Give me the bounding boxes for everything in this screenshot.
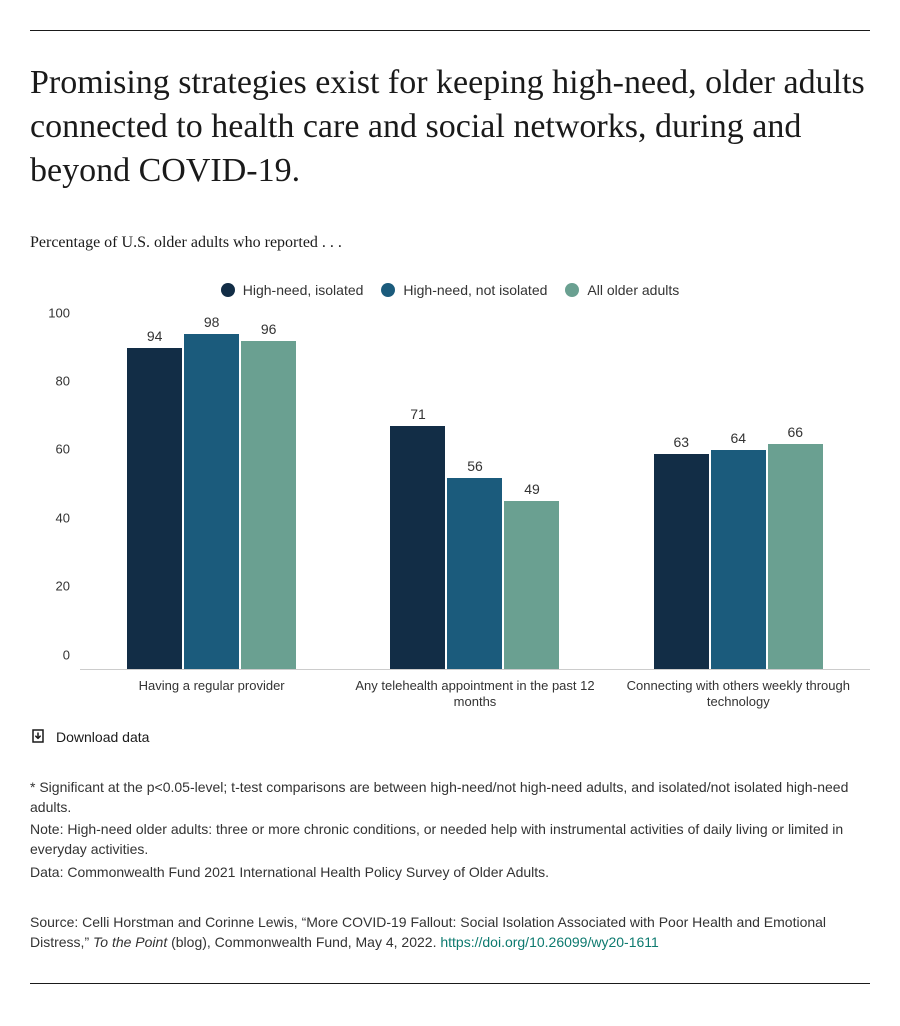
legend: High-need, isolated High-need, not isolat… [30, 282, 870, 298]
bar-group: 636466 [607, 328, 870, 669]
bar: 96 [241, 328, 296, 669]
bar-value-label: 66 [768, 424, 823, 440]
legend-swatch [565, 283, 579, 297]
bar: 71 [390, 328, 445, 669]
bar-value-label: 49 [504, 481, 559, 497]
legend-item: All older adults [565, 282, 679, 298]
legend-label: High-need, isolated [243, 282, 364, 298]
bottom-rule [30, 983, 870, 984]
legend-label: High-need, not isolated [403, 282, 547, 298]
bar-value-label: 98 [184, 314, 239, 330]
bar-fill [447, 478, 502, 669]
bar-fill [711, 450, 766, 668]
bar: 94 [127, 328, 182, 669]
top-rule [30, 30, 870, 31]
x-axis-labels: Having a regular providerAny telehealth … [80, 678, 870, 709]
source-middle: (blog), Commonwealth Fund, May 4, 2022. [167, 934, 440, 950]
y-tick: 0 [63, 647, 70, 662]
bar: 66 [768, 328, 823, 669]
footnote-data: Data: Commonwealth Fund 2021 Internation… [30, 862, 870, 882]
bar-fill [654, 454, 709, 669]
bar-value-label: 64 [711, 430, 766, 446]
legend-label: All older adults [587, 282, 679, 298]
bar-fill [390, 426, 445, 668]
bar-value-label: 71 [390, 406, 445, 422]
y-tick: 100 [48, 305, 70, 320]
download-icon [30, 728, 46, 747]
bar-value-label: 96 [241, 321, 296, 337]
bar-fill [768, 444, 823, 669]
bar-fill [241, 341, 296, 668]
y-axis: 020406080100 [30, 328, 78, 670]
bar-fill [127, 348, 182, 669]
y-tick: 40 [56, 510, 70, 525]
footnote-significance: * Significant at the p<0.05-level; t-tes… [30, 777, 870, 818]
bar: 98 [184, 328, 239, 669]
legend-swatch [381, 283, 395, 297]
chart-title: Promising strategies exist for keeping h… [30, 61, 870, 194]
bar-fill [184, 334, 239, 668]
y-tick: 60 [56, 442, 70, 457]
bar: 49 [504, 328, 559, 669]
bar-value-label: 56 [447, 458, 502, 474]
bar-value-label: 63 [654, 434, 709, 450]
legend-swatch [221, 283, 235, 297]
download-label: Download data [56, 729, 149, 745]
legend-item: High-need, isolated [221, 282, 364, 298]
bar-group: 71 5649 [343, 328, 606, 669]
chart-subtitle: Percentage of U.S. older adults who repo… [30, 234, 870, 252]
source-italic: To the Point [93, 934, 167, 950]
download-data-button[interactable]: Download data [30, 728, 870, 747]
bar-group: 949896 [80, 328, 343, 669]
x-axis-label: Any telehealth appointment in the past 1… [343, 678, 606, 709]
bar: 56 [447, 328, 502, 669]
y-tick: 80 [56, 373, 70, 388]
plot-area: 949896 71 5649 636466 [80, 328, 870, 670]
bar-value-label: 94 [127, 328, 182, 344]
source-citation: Source: Celli Horstman and Corinne Lewis… [30, 912, 870, 953]
footnotes: * Significant at the p<0.05-level; t-tes… [30, 777, 870, 882]
bar-chart: 020406080100 949896715649636466 Having a… [30, 328, 870, 688]
source-link[interactable]: https://doi.org/10.26099/wy20-1611 [440, 934, 658, 950]
x-axis-label: Connecting with others weekly through te… [607, 678, 870, 709]
bar-fill [504, 501, 559, 668]
legend-item: High-need, not isolated [381, 282, 547, 298]
bar: 64 [711, 328, 766, 669]
y-tick: 20 [56, 579, 70, 594]
footnote-definition: Note: High-need older adults: three or m… [30, 819, 870, 860]
bar: 63 [654, 328, 709, 669]
x-axis-label: Having a regular provider [80, 678, 343, 709]
